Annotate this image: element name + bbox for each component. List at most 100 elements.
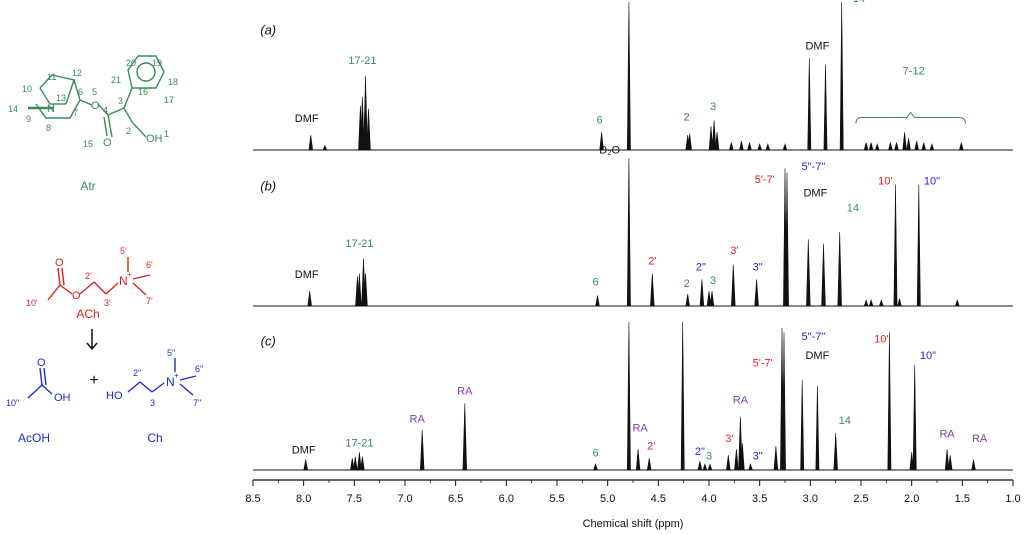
acetic-acid-caption: AcOH: [18, 431, 50, 445]
atom-label: 6': [146, 260, 153, 270]
x-axis: 8.5 8.0 7.5 7.0 6.5 6.0 5.5 5.0 4.5 4.0 3.5 3.0 2.5 2…: [245, 479, 1021, 505]
atom-label: HO: [106, 390, 123, 402]
spectrum-peak: [785, 172, 789, 307]
atom-label: 9: [26, 114, 31, 124]
peak-label: 2": [695, 446, 705, 458]
atom-label: 1: [164, 129, 169, 139]
atom-label: O: [55, 257, 64, 269]
spectrum-peak: [350, 458, 355, 471]
multiplet-bracket: [855, 111, 966, 124]
spectrum-peak: [650, 273, 655, 307]
spectrum-peak: [708, 126, 714, 151]
atom-label: 5: [92, 87, 97, 97]
spectrum-peak: [303, 459, 308, 471]
spectrum-peak: [893, 184, 898, 307]
spectrum-peak: [902, 132, 907, 151]
x-tick-label: 1.0: [1005, 493, 1020, 505]
spectrum-peak: [757, 143, 763, 151]
spectrum-peak: [947, 455, 953, 471]
atom-label: 8: [46, 123, 51, 133]
spectrum-peak: [363, 273, 368, 307]
spectrum-peak: [699, 279, 705, 307]
peak-label: 14: [853, 0, 865, 5]
peak-label: 3": [753, 451, 763, 463]
peak-label: 10": [924, 176, 940, 188]
spectrum-peak: [706, 291, 712, 307]
spectrum-peak: [909, 452, 914, 471]
peak-label: 10': [874, 334, 888, 346]
atom-label: N: [166, 375, 175, 389]
spectrum-peak: [360, 96, 365, 151]
peak-label: RA: [733, 394, 749, 406]
peak-label: 6: [592, 276, 598, 288]
x-tick-label: 8.0: [296, 493, 311, 505]
peak-label: 3: [710, 101, 716, 113]
spectrum-peak: [646, 458, 652, 471]
atom-label: 2": [133, 368, 141, 378]
acetic-acid-atom-labels: O OH 10": [6, 357, 71, 408]
atom-label: 19: [152, 58, 162, 68]
peak-label: 3: [706, 451, 712, 463]
atom-label: 13: [56, 93, 66, 103]
acetic-acid-structure: [27, 367, 53, 399]
peak-label: 10": [920, 350, 936, 362]
peak-label: 2": [696, 262, 706, 274]
peak-label: 3': [730, 245, 738, 257]
spectrum-peak: [697, 461, 703, 471]
atom-label: 10': [26, 298, 38, 308]
spectrum-peak: [635, 449, 641, 471]
peak-label: DMF: [295, 269, 319, 281]
atropine-caption: Atr: [80, 179, 95, 193]
spectrum-peak: [868, 299, 874, 307]
peak-label: 6: [597, 114, 603, 126]
atom-label: 7': [146, 296, 153, 306]
atom-label: N: [119, 274, 128, 288]
choline-structure: [127, 358, 197, 396]
peak-label: 14: [839, 415, 851, 427]
atropine-atom-labels: 11 12 10 13 N 6 5 O 14 9 7 8 4 3 16 15 O…: [8, 58, 178, 149]
atom-label: 6: [78, 87, 83, 97]
spectrum-peak: [731, 264, 736, 307]
spectrum-peak: [868, 142, 874, 151]
atom-label: 18: [168, 77, 178, 87]
spectrum-peak: [709, 291, 715, 307]
x-tick-label: 5.5: [549, 493, 564, 505]
spectrum-peak: [914, 141, 919, 151]
choline-caption: Ch: [147, 431, 162, 445]
peak-label: RA: [410, 414, 426, 426]
spectrum-peak: [874, 143, 880, 151]
atom-label: 12: [72, 68, 82, 78]
peak-label: 5"-7": [802, 161, 826, 173]
x-tick-label: 2.5: [853, 493, 868, 505]
spectrum-peak: [353, 456, 358, 471]
spectrum-peak: [878, 299, 884, 307]
atom-label: 11: [47, 72, 56, 82]
spectrum-peak: [707, 463, 713, 471]
x-tick-label: 6.5: [448, 493, 463, 505]
peak-label: D₂O: [599, 0, 620, 1]
spectrum-peak: [765, 143, 771, 151]
atom-label: 3: [118, 96, 123, 106]
x-tick-label: 4.5: [651, 493, 666, 505]
spectrum-peak: [360, 456, 365, 471]
peak-label: 14: [847, 202, 859, 214]
x-tick-label: 8.5: [245, 493, 260, 505]
atom-label: N: [47, 103, 55, 115]
spectrum-peak: [800, 379, 805, 471]
spectrum-peak: [837, 231, 842, 307]
spectrum-peak: [595, 295, 600, 307]
atom-label: 5': [120, 246, 127, 256]
spectrum-peak: [726, 455, 731, 471]
spectrum-peak: [782, 143, 788, 151]
atom-label: 4: [103, 105, 108, 115]
spectrum-peak: [748, 463, 753, 471]
spectrum-peak: [839, 1, 844, 151]
panel-label: (a): [260, 23, 276, 38]
atom-label: 20: [126, 58, 136, 68]
x-axis-title: Chemical shift (ppm): [583, 518, 684, 530]
spectrum-3: (c) DMF 17-21 RA RA 6 RA 2' 2" 3 3' RA 3" 5'-7' 5"-7" D…: [253, 321, 1013, 471]
peak-label: 3": [753, 262, 763, 274]
spectrum-peak: [806, 239, 811, 307]
spectrum-peak: [863, 299, 869, 307]
